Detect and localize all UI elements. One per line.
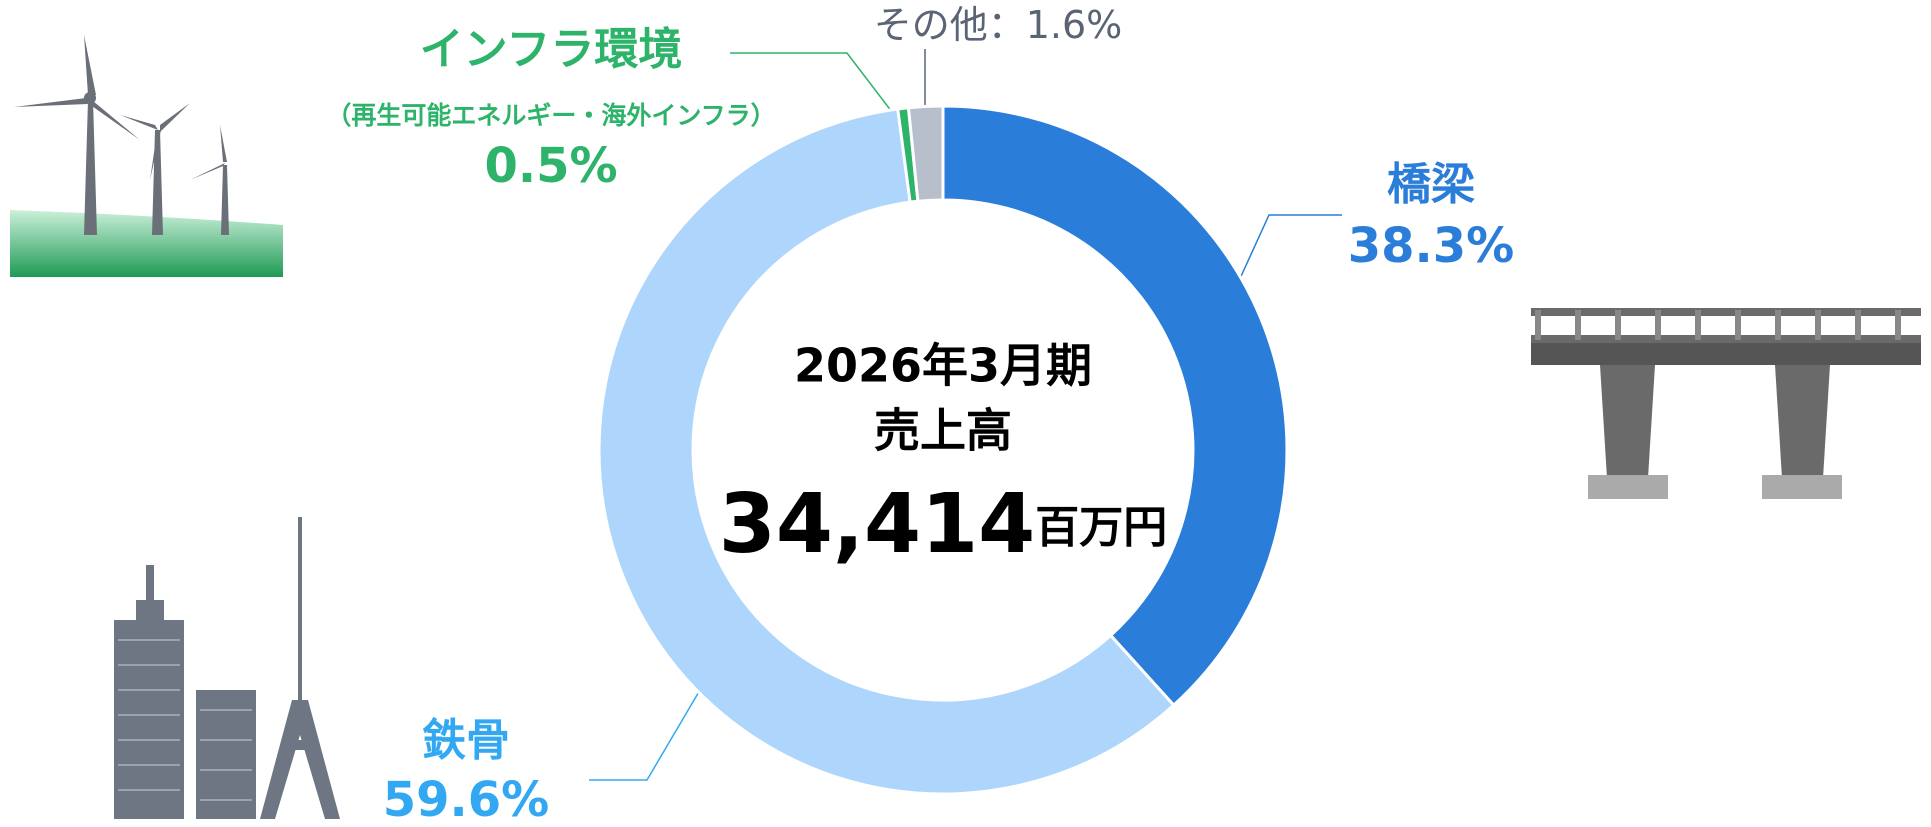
label-separator: ：	[988, 3, 1026, 47]
leader-line	[730, 52, 906, 130]
leader-line	[1231, 214, 1342, 297]
category-label: 鉄骨	[422, 715, 510, 766]
other-label: その他：1.6%	[874, 3, 1123, 47]
value-label: 59.6%	[383, 772, 550, 823]
category-label: 橋梁	[1387, 159, 1475, 210]
category-label: その他	[874, 3, 988, 47]
value-label: 1.6%	[1026, 3, 1123, 47]
center-total: 34,414百万円	[719, 477, 1167, 572]
value-label: 38.3%	[1348, 218, 1515, 274]
leader-line	[589, 655, 721, 781]
donut	[597, 104, 1289, 796]
center-period: 2026年3月期	[794, 339, 1092, 393]
category-note: （再生可能エネルギー・海外インフラ）	[326, 101, 775, 130]
buildings-icon	[114, 517, 340, 819]
donut-slice	[906, 104, 945, 203]
windmill-icon	[10, 35, 283, 277]
value-label: 0.5%	[484, 138, 617, 194]
center-title: 売上高	[874, 404, 1012, 458]
total-unit: 百万円	[1035, 502, 1167, 553]
total-value: 34,414	[719, 477, 1035, 572]
donut-slice	[941, 104, 1289, 708]
category-label: インフラ環境	[420, 24, 683, 75]
donut-slice	[597, 107, 1176, 796]
bridge-icon	[1531, 308, 1921, 499]
